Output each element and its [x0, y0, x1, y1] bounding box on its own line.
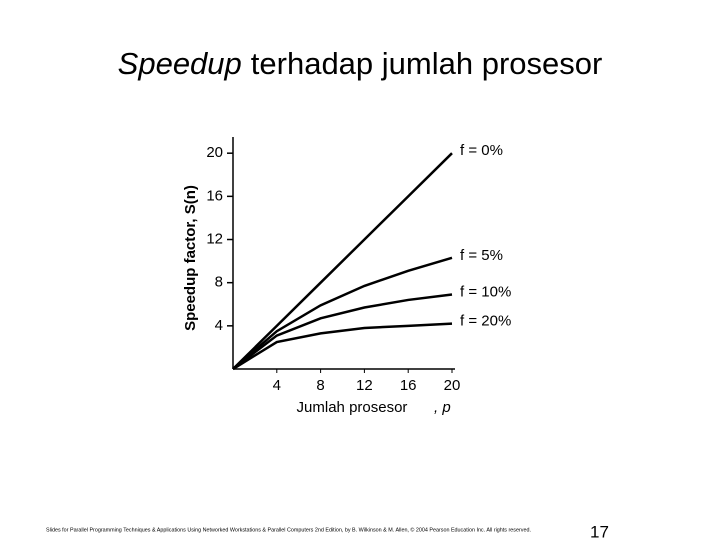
x-tick-label: 20 — [444, 377, 461, 394]
series-label: f = 5% — [460, 247, 503, 264]
x-axis-label: Jumlah prosesor — [297, 399, 408, 416]
y-tick-label: 8 — [215, 274, 223, 291]
series-label: f = 20% — [460, 313, 511, 330]
x-tick-label: 4 — [273, 377, 281, 394]
x-tick-label: 12 — [356, 377, 373, 394]
title-italic: Speedup — [118, 46, 242, 81]
series-line — [232, 256, 453, 370]
footer: Slides for Parallel Programming Techniqu… — [46, 526, 531, 533]
y-tick-label: 20 — [206, 144, 223, 161]
series-label: f = 10% — [460, 284, 511, 301]
series-line — [232, 293, 453, 370]
title-rest: terhadap jumlah prosesor — [251, 46, 603, 81]
y-axis-label: Speedup factor, S(n) — [182, 185, 199, 331]
series-line — [232, 152, 453, 370]
slide-title: Speedup terhadap jumlah prosesor — [118, 46, 603, 81]
y-tick-label: 4 — [215, 317, 223, 334]
y-tick-label: 12 — [206, 230, 223, 247]
x-tick-label: 16 — [400, 377, 417, 394]
page-number: 17 — [590, 522, 609, 540]
series-label: f = 0% — [460, 142, 503, 159]
series-line — [232, 322, 453, 371]
y-tick-label: 16 — [206, 187, 223, 204]
x-axis-var: , p — [434, 399, 451, 416]
x-tick-label: 8 — [316, 377, 324, 394]
